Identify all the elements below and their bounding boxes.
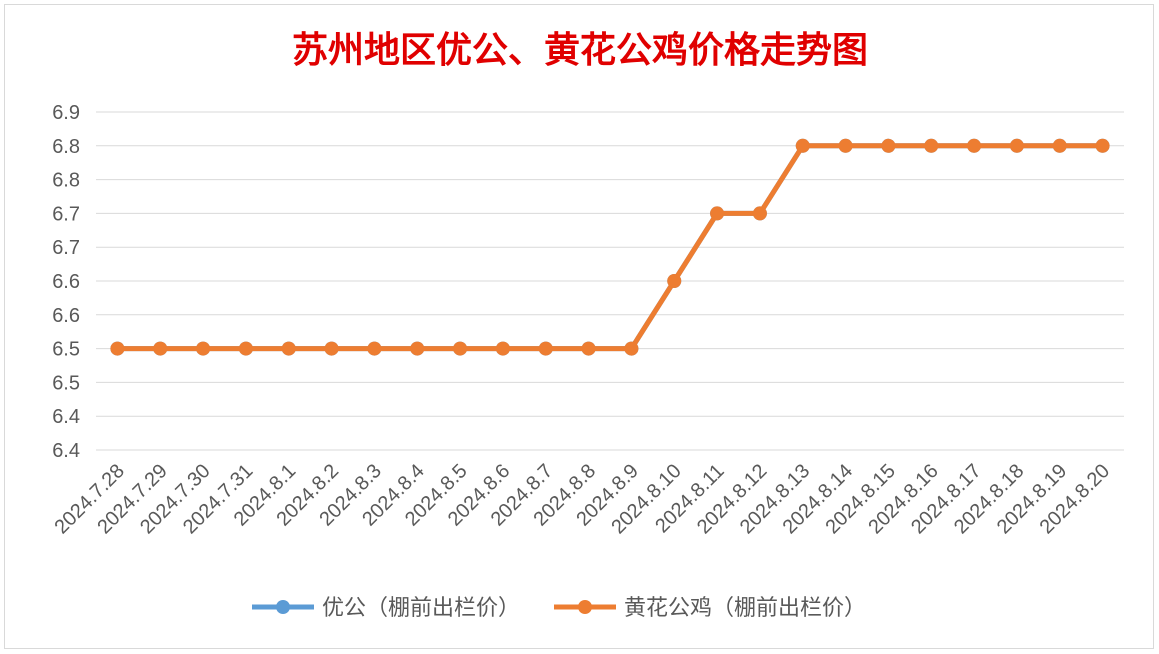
data-point: [495, 341, 510, 356]
y-tick-label: 6.7: [52, 203, 80, 225]
data-point: [581, 341, 596, 356]
data-point: [324, 341, 339, 356]
data-point: [752, 206, 767, 221]
data-point: [1052, 138, 1067, 153]
series-layer: [110, 138, 1110, 356]
data-point: [924, 138, 939, 153]
y-tick-label: 6.6: [52, 305, 80, 327]
y-tick-label: 6.8: [52, 136, 80, 158]
data-point: [624, 341, 639, 356]
data-point: [667, 274, 682, 288]
y-axis: 6.4 6.4 6.5 6.5 6.6 6.6 6.7 6.7 6.8 6.8 6.9: [52, 102, 80, 462]
legend-marker: [578, 600, 592, 614]
data-point: [710, 206, 725, 221]
gridlines: [96, 111, 1124, 451]
series-2: [110, 138, 1110, 356]
chart-title: 苏州地区优公、黄花公鸡价格走势图: [292, 29, 868, 71]
x-axis: 2024.7.282024.7.292024.7.302024.7.312024…: [50, 460, 1114, 538]
y-tick-label: 6.8: [52, 170, 80, 192]
legend-item: 黄花公鸡（棚前出栏价）: [554, 596, 866, 621]
data-point: [281, 341, 296, 356]
data-point: [1009, 138, 1024, 153]
y-tick-label: 6.5: [52, 339, 80, 361]
data-point: [838, 138, 853, 153]
legend-label: 优公（棚前出栏价）: [322, 596, 520, 621]
data-point: [881, 138, 896, 153]
data-point: [238, 341, 253, 356]
legend: 优公（棚前出栏价） 黄花公鸡（棚前出栏价）: [252, 596, 866, 621]
series-line: [114, 143, 1106, 352]
data-point: [795, 138, 810, 153]
data-point: [538, 341, 553, 356]
data-point: [410, 341, 425, 356]
y-tick-label: 6.5: [52, 372, 80, 394]
data-point: [110, 341, 125, 356]
legend-label: 黄花公鸡（棚前出栏价）: [624, 596, 866, 621]
y-tick-label: 6.6: [52, 271, 80, 293]
data-point: [967, 138, 982, 153]
data-point: [153, 341, 168, 356]
y-tick-label: 6.7: [52, 237, 80, 259]
legend-marker: [276, 600, 290, 614]
y-tick-label: 6.4: [52, 440, 80, 462]
y-tick-label: 6.4: [52, 406, 80, 428]
data-point: [367, 341, 382, 356]
data-point: [1095, 138, 1110, 153]
data-point: [196, 341, 211, 356]
data-point: [453, 341, 468, 356]
y-tick-label: 6.9: [52, 102, 80, 124]
legend-item: 优公（棚前出栏价）: [252, 596, 520, 621]
